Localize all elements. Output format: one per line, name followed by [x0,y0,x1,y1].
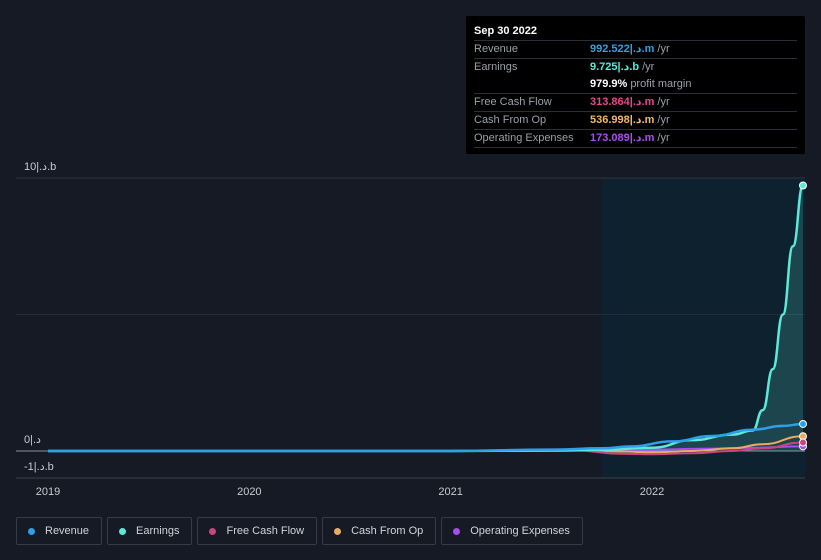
legend-dot-icon [453,527,461,535]
marker-layer [799,181,807,451]
legend-item-operating-expenses[interactable]: Operating Expenses [441,517,583,545]
data-tooltip: Sep 30 2022 Revenue 992.522|.د.m /yr Ear… [466,16,805,154]
tooltip-row-operating-expenses: Operating Expenses 173.089|.د.m /yr [474,129,797,148]
series-line-revenue [47,422,804,453]
tooltip-label: Earnings [474,61,518,73]
tooltip-row-free-cash-flow: Free Cash Flow 313.864|.د.m /yr [474,93,797,111]
tooltip-row-profit-margin: 979.9% profit margin [474,76,797,93]
series-end-marker-revenue [799,419,807,428]
legend-item-cash-from-op[interactable]: Cash From Op [322,517,437,545]
legend-label: Cash From Op [351,525,424,537]
tooltip-label: Free Cash Flow [474,96,552,108]
tooltip-unit: /yr [657,96,670,108]
legend-dot-icon [119,527,127,535]
tooltip-label: Revenue [474,43,519,55]
x-tick-label-2019: 2019 [36,486,60,498]
x-tick-label-2021: 2021 [438,486,462,498]
tooltip-row-revenue: Revenue 992.522|.د.m /yr [474,40,797,58]
tooltip-label [474,76,590,93]
tooltip-label: Operating Expenses [474,132,574,144]
legend-label: Revenue [45,525,90,537]
tooltip-value: 992.522|.د.m [590,43,655,55]
legend-item-revenue[interactable]: Revenue [16,517,103,545]
y-tick-label-0: 0|.د [24,434,41,446]
x-tick-label-2020: 2020 [237,486,261,498]
tooltip-unit: /yr [657,43,670,55]
legend-item-earnings[interactable]: Earnings [107,517,193,545]
series-end-marker-free-cash-flow [799,438,807,447]
legend-dot-icon [209,527,217,535]
legend-label: Free Cash Flow [226,525,305,537]
tooltip-value: 313.864|.د.m [590,96,655,108]
legend-label: Earnings [136,525,180,537]
tooltip-value: 173.089|.د.m [590,132,655,144]
series-end-marker-earnings [799,181,807,190]
legend-label: Operating Expenses [470,525,570,537]
series-layer [47,184,805,456]
tooltip-value: 9.725|.د.b [590,61,640,73]
legend-dot-icon [28,527,35,535]
y-tick-label-10: 10|.د.b [24,161,56,173]
y-tick-label-neg1: -1|.د.b [24,461,54,473]
tooltip-unit: /yr [642,61,655,73]
tooltip-unit: /yr [657,132,670,144]
chart-area: 10|.د.b 0|.د -1|.د.b 2019 2020 2021 2022 [16,161,807,498]
tooltip-unit: profit margin [630,78,692,90]
tooltip-unit: /yr [657,114,670,126]
tooltip-date: Sep 30 2022 [474,25,537,37]
x-tick-label-2022: 2022 [640,486,664,498]
tooltip-row-cash-from-op: Cash From Op 536.998|.د.m /yr [474,111,797,129]
tooltip-row-earnings: Earnings 9.725|.د.b /yr [474,58,797,76]
tooltip-value: 979.9% [590,78,628,90]
legend-item-free-cash-flow[interactable]: Free Cash Flow [197,517,318,545]
tooltip-label: Cash From Op [474,114,547,126]
tooltip-value: 536.998|.د.m [590,114,655,126]
legend-dot-icon [334,527,342,535]
chart-legend: Revenue Earnings Free Cash Flow Cash Fro… [16,517,588,545]
